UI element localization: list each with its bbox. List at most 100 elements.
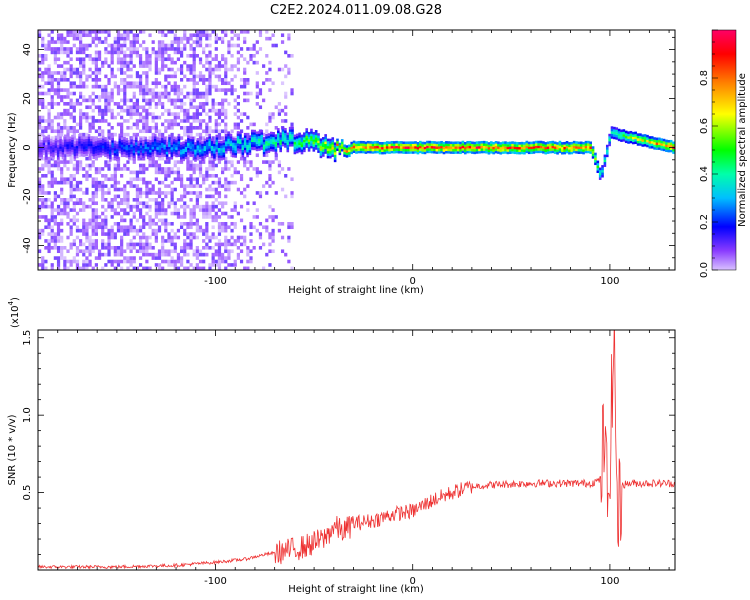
spectrogram-cell xyxy=(142,177,146,182)
spectrogram-cell xyxy=(164,64,168,68)
spectrogram-cell xyxy=(60,129,64,134)
spectrogram-cell xyxy=(233,201,237,206)
spectrogram-cell xyxy=(116,263,121,267)
spectrogram-cell xyxy=(63,47,67,51)
spectrogram-ridge-cell xyxy=(452,146,455,150)
spectrogram-ridge-cell xyxy=(135,139,138,143)
spectrogram-cell xyxy=(211,136,215,140)
spectrogram-cell xyxy=(129,170,133,175)
spectrogram-ridge-cell xyxy=(321,144,325,148)
spectrogram-ridge-cell xyxy=(71,134,74,138)
spectrogram-ridge-cell xyxy=(558,143,562,146)
spectrogram-cell xyxy=(195,184,199,188)
spectrogram-cell xyxy=(145,201,149,206)
spectrogram-cell xyxy=(217,242,222,247)
spectrogram-cell xyxy=(66,126,70,130)
spectrogram-cell xyxy=(41,126,45,130)
spectrogram-cell xyxy=(271,239,275,243)
spectrogram-ridge-cell xyxy=(442,146,446,150)
spectrogram-cell xyxy=(154,160,158,164)
spectrogram-cell xyxy=(280,108,285,113)
spectrogram-ridge-cell xyxy=(258,138,261,142)
spectrogram-cell xyxy=(192,119,196,123)
spectrogram-cell xyxy=(91,177,95,182)
spectrogram-cell xyxy=(157,191,162,195)
spectrogram-ridge-cell xyxy=(350,146,353,150)
spectrogram-cell xyxy=(72,174,76,178)
spectrogram-cell xyxy=(138,60,143,65)
spectrogram-cell xyxy=(198,184,203,188)
spectrogram-cell xyxy=(179,47,184,51)
spectrogram-cell xyxy=(221,242,225,247)
spectrogram-ridge-cell xyxy=(47,146,51,150)
spectrogram-cell xyxy=(129,263,133,267)
spectrogram-ridge-cell xyxy=(120,152,124,155)
spectrogram-ridge-cell xyxy=(132,145,136,149)
spectrogram-ridge-cell xyxy=(146,141,150,145)
spectrogram-ridge-cell xyxy=(139,145,143,148)
spectrogram-ridge-cell xyxy=(54,143,58,146)
spectrogram-cell xyxy=(79,115,83,120)
spectrogram-cell xyxy=(202,239,206,243)
spectrogram-cell xyxy=(47,126,51,130)
spectrogram-cell xyxy=(192,191,196,195)
spectrogram-ridge-cell xyxy=(239,138,242,142)
spectrogram-cell xyxy=(142,235,146,240)
spectrogram-ridge-cell xyxy=(428,145,432,149)
spectrogram-cell xyxy=(170,180,174,185)
spectrogram-ridge-cell xyxy=(142,143,145,146)
spectrogram-cell xyxy=(60,191,64,195)
spectrogram-ridge-cell xyxy=(456,146,460,149)
spectrogram-ridge-cell xyxy=(116,141,119,145)
spectrogram-ridge-cell xyxy=(208,148,211,152)
spectrogram-ridge-cell xyxy=(52,139,55,143)
spectrogram-ridge-cell xyxy=(499,144,503,148)
spectrogram-ridge-cell xyxy=(158,140,162,143)
spectrogram-cell xyxy=(44,71,48,75)
spectrogram-ridge-cell xyxy=(52,144,55,148)
spectrogram-cell xyxy=(44,218,48,223)
spectrogram-cell xyxy=(154,232,158,236)
spectrogram-ridge-cell xyxy=(284,132,287,136)
spectrogram-cell xyxy=(176,98,181,103)
spectrogram-cell xyxy=(224,112,228,116)
spectrogram-ridge-cell xyxy=(636,140,640,144)
spectrogram-cell xyxy=(164,225,168,230)
spectrogram-ridge-cell xyxy=(516,144,519,147)
spectrogram-ridge-cell xyxy=(215,151,219,155)
spectrogram-cell xyxy=(132,33,136,38)
spectrogram-cell xyxy=(107,105,111,110)
spectrogram-ridge-cell xyxy=(246,147,249,150)
spectrogram-cell xyxy=(221,88,225,92)
spectrogram-cell xyxy=(107,102,111,106)
spectrogram-ridge-cell xyxy=(255,131,259,135)
spectrogram-cell xyxy=(151,47,155,51)
spectrogram-cell xyxy=(75,235,80,240)
spectrogram-ridge-cell xyxy=(179,149,183,153)
spectrogram-ridge-cell xyxy=(267,138,271,141)
spectrogram-cell xyxy=(126,225,130,230)
spectrogram-cell xyxy=(221,259,225,264)
spectrogram-cell xyxy=(116,211,121,216)
spectrogram-cell xyxy=(183,246,187,250)
spectrogram-cell xyxy=(198,57,203,62)
spectrogram-cell xyxy=(262,266,266,270)
spectrogram-ridge-cell xyxy=(156,147,159,150)
spectrogram-ridge-cell xyxy=(265,150,268,154)
spectrogram-ridge-cell xyxy=(215,144,219,148)
spectrogram-ridge-cell xyxy=(634,141,637,145)
spectrogram-cell xyxy=(277,160,282,164)
spectrogram-cell xyxy=(227,187,231,192)
spectrogram-ridge-cell xyxy=(208,141,211,144)
spectrogram-cell xyxy=(101,222,105,226)
spectrogram-cell xyxy=(142,47,146,51)
spectrogram-cell xyxy=(157,211,162,216)
colorbar-ticks: 0.00.20.40.60.8 xyxy=(699,29,718,278)
spectrogram-ridge-cell xyxy=(177,136,181,139)
spectrogram-ridge-cell xyxy=(82,148,86,152)
spectrogram-ridge-cell xyxy=(314,144,318,148)
spectrogram-ridge-cell xyxy=(182,143,185,147)
spectrogram-cell xyxy=(120,201,124,206)
spectrogram-cell xyxy=(148,67,152,72)
spectrogram-ridge-cell xyxy=(383,146,387,150)
